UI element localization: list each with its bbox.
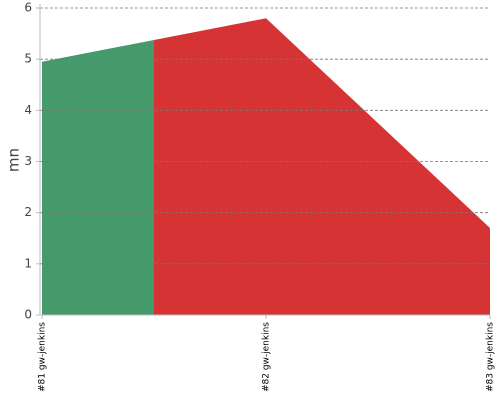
area-segment [42,39,154,316]
x-tick-label: #83 gw-jenkins [486,322,496,392]
x-tick-label: #82 gw-jenkins [262,322,272,392]
x-tick-label: #81 gw-jenkins [38,322,48,392]
y-tick-label: 4 [24,103,32,117]
area-segment [378,123,490,315]
area-segment [154,18,378,315]
y-tick-label: 2 [24,205,32,219]
y-tick-label: 1 [24,256,32,270]
y-tick-label: 0 [24,308,32,322]
y-tick-label: 5 [24,52,32,66]
y-tick-label: 6 [24,1,32,15]
y-axis-label: mn [5,148,23,172]
y-tick-label: 3 [24,154,32,168]
